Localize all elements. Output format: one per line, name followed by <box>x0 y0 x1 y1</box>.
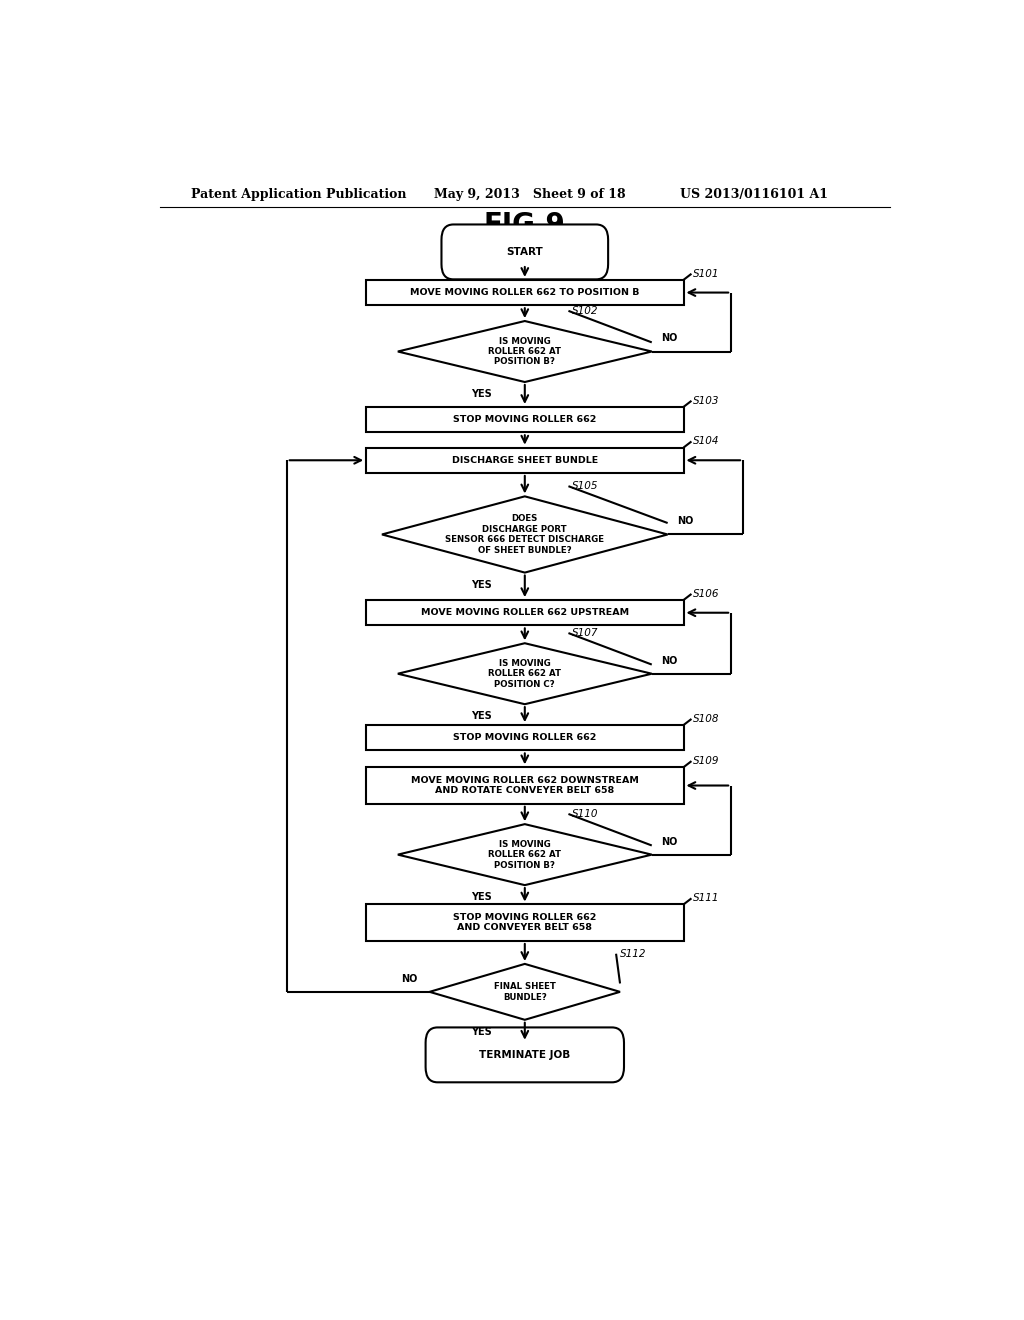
Text: DISCHARGE SHEET BUNDLE: DISCHARGE SHEET BUNDLE <box>452 455 598 465</box>
Text: S102: S102 <box>572 306 599 315</box>
Text: YES: YES <box>471 389 492 399</box>
Text: YES: YES <box>471 892 492 903</box>
Text: S103: S103 <box>693 396 720 405</box>
Text: YES: YES <box>471 579 492 590</box>
Text: S108: S108 <box>693 714 720 723</box>
Text: NO: NO <box>401 974 418 983</box>
Text: STOP MOVING ROLLER 662
AND CONVEYER BELT 658: STOP MOVING ROLLER 662 AND CONVEYER BELT… <box>453 913 597 932</box>
Bar <box>367 407 684 433</box>
Polygon shape <box>430 964 620 1020</box>
Bar <box>367 447 684 473</box>
Text: FIG.9: FIG.9 <box>484 211 565 239</box>
Text: START: START <box>507 247 543 257</box>
Text: TERMINATE JOB: TERMINATE JOB <box>479 1049 570 1060</box>
Text: NO: NO <box>662 656 678 665</box>
Text: S110: S110 <box>572 809 599 818</box>
Text: FINAL SHEET
BUNDLE?: FINAL SHEET BUNDLE? <box>494 982 556 1002</box>
FancyBboxPatch shape <box>426 1027 624 1082</box>
Text: IS MOVING
ROLLER 662 AT
POSITION B?: IS MOVING ROLLER 662 AT POSITION B? <box>488 840 561 870</box>
Text: NO: NO <box>662 837 678 846</box>
Polygon shape <box>397 321 652 381</box>
Bar <box>367 280 684 305</box>
Polygon shape <box>397 643 652 704</box>
Text: US 2013/0116101 A1: US 2013/0116101 A1 <box>680 189 827 202</box>
Bar <box>367 601 684 626</box>
Bar <box>367 725 684 751</box>
Text: NO: NO <box>662 334 678 343</box>
Text: S106: S106 <box>693 589 720 599</box>
Text: NO: NO <box>677 516 693 527</box>
Text: S109: S109 <box>693 756 720 766</box>
Text: S101: S101 <box>693 269 720 279</box>
Bar <box>367 904 684 941</box>
Text: S112: S112 <box>620 949 646 958</box>
Text: MOVE MOVING ROLLER 662 DOWNSTREAM
AND ROTATE CONVEYER BELT 658: MOVE MOVING ROLLER 662 DOWNSTREAM AND RO… <box>411 776 639 795</box>
Text: S111: S111 <box>693 894 720 903</box>
Text: May 9, 2013   Sheet 9 of 18: May 9, 2013 Sheet 9 of 18 <box>433 189 626 202</box>
Text: DOES
DISCHARGE PORT
SENSOR 666 DETECT DISCHARGE
OF SHEET BUNDLE?: DOES DISCHARGE PORT SENSOR 666 DETECT DI… <box>445 515 604 554</box>
Polygon shape <box>397 824 652 886</box>
Bar <box>367 767 684 804</box>
Text: Patent Application Publication: Patent Application Publication <box>191 189 407 202</box>
Text: STOP MOVING ROLLER 662: STOP MOVING ROLLER 662 <box>453 733 597 742</box>
Text: YES: YES <box>471 1027 492 1038</box>
Text: S107: S107 <box>572 628 599 638</box>
Text: IS MOVING
ROLLER 662 AT
POSITION C?: IS MOVING ROLLER 662 AT POSITION C? <box>488 659 561 689</box>
Text: MOVE MOVING ROLLER 662 UPSTREAM: MOVE MOVING ROLLER 662 UPSTREAM <box>421 609 629 618</box>
Text: S104: S104 <box>693 437 720 446</box>
Text: MOVE MOVING ROLLER 662 TO POSITION B: MOVE MOVING ROLLER 662 TO POSITION B <box>411 288 639 297</box>
Text: YES: YES <box>471 711 492 722</box>
Text: IS MOVING
ROLLER 662 AT
POSITION B?: IS MOVING ROLLER 662 AT POSITION B? <box>488 337 561 367</box>
Polygon shape <box>382 496 668 573</box>
Text: S105: S105 <box>572 482 599 491</box>
FancyBboxPatch shape <box>441 224 608 280</box>
Text: STOP MOVING ROLLER 662: STOP MOVING ROLLER 662 <box>453 414 597 424</box>
